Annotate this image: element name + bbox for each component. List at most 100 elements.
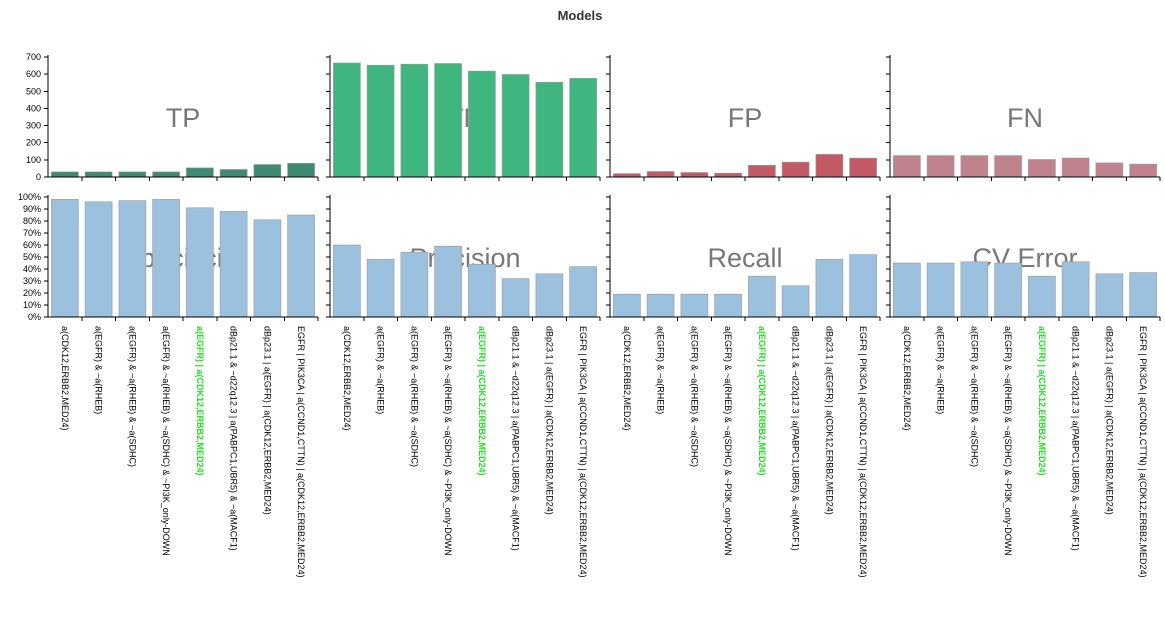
category-label-2-6: dBp21.1 & ~d22q12.3 | a(PABPC1,UBR5) & ~… — [511, 326, 521, 551]
bar-fp-8 — [850, 158, 877, 177]
bar-precision-8 — [570, 267, 597, 317]
y-tick-label-count-6: 600 — [26, 69, 41, 79]
y-tick-label-count-3: 300 — [26, 121, 41, 131]
category-label-1-3: a(EGFR) & ~a(RHEB) & ~a(SDHC) — [127, 326, 137, 467]
bar-tp-7 — [254, 165, 281, 178]
category-label-3-2: a(EGFR) & ~a(RHEB) — [656, 326, 666, 414]
y-tick-label-count-7: 700 — [26, 52, 41, 62]
y-tick-label-rate-4: 40% — [23, 264, 41, 274]
bar-specificity-3 — [119, 201, 146, 317]
bar-cv-error-1 — [893, 263, 920, 317]
y-tick-label-rate-1: 10% — [23, 300, 41, 310]
bar-fp-3 — [681, 173, 708, 178]
bar-tn-1 — [333, 63, 360, 177]
y-tick-label-count-2: 200 — [26, 138, 41, 148]
bar-recall-7 — [816, 259, 843, 317]
bar-tp-3 — [119, 172, 146, 177]
category-label-2-2: a(EGFR) & ~a(RHEB) — [376, 326, 386, 414]
bar-cv-error-7 — [1096, 274, 1123, 317]
bar-fn-7 — [1096, 163, 1123, 177]
bar-tp-8 — [288, 163, 315, 177]
bar-cv-error-3 — [961, 262, 988, 317]
category-label-4-7: dBp23.1 | a(EGFR) | a(CDK12,ERBB2,MED24) — [1104, 326, 1114, 515]
bar-tn-4 — [435, 64, 462, 178]
bar-cv-error-6 — [1062, 262, 1089, 317]
category-label-3-6: dBp21.1 & ~d22q12.3 | a(PABPC1,UBR5) & ~… — [791, 326, 801, 551]
bar-tn-5 — [468, 71, 495, 177]
category-label-3-1: a(CDK12,ERBB2,MED24) — [622, 326, 632, 431]
bar-specificity-8 — [288, 215, 315, 317]
category-label-4-3: a(EGFR) & ~a(RHEB) & ~a(SDHC) — [969, 326, 979, 467]
category-label-4-6: dBp21.1 & ~d22q12.3 | a(PABPC1,UBR5) & ~… — [1071, 326, 1081, 551]
bar-precision-6 — [502, 279, 529, 317]
category-label-1-1: a(CDK12,ERBB2,MED24) — [60, 326, 70, 431]
category-label-3-7: dBp23.1 | a(EGFR) | a(CDK12,ERBB2,MED24) — [824, 326, 834, 515]
bar-tp-1 — [51, 172, 78, 177]
bar-recall-4 — [715, 294, 742, 317]
bar-specificity-5 — [186, 208, 213, 317]
y-tick-label-count-4: 400 — [26, 103, 41, 113]
bar-fn-4 — [995, 156, 1022, 177]
panel-label-fp: FP — [728, 103, 763, 133]
category-label-1-5: a(EGFR) | a(CDK12,ERBB2,MED24) — [195, 326, 205, 476]
bar-recall-1 — [613, 294, 640, 317]
y-tick-label-rate-5: 50% — [23, 252, 41, 262]
bar-recall-3 — [681, 294, 708, 317]
y-tick-label-count-5: 500 — [26, 86, 41, 96]
category-label-1-8: EGFR | PIK3CA | a(CCND1,CTTN) | a(CDK12,… — [296, 326, 306, 578]
y-tick-label-rate-2: 20% — [23, 288, 41, 298]
category-label-1-7: dBp23.1 | a(EGFR) | a(CDK12,ERBB2,MED24) — [262, 326, 272, 515]
bar-precision-7 — [536, 274, 563, 317]
bar-recall-6 — [782, 286, 809, 317]
bar-specificity-2 — [85, 202, 112, 317]
y-tick-label-rate-10: 100% — [18, 192, 41, 202]
y-tick-label-count-1: 100 — [26, 155, 41, 165]
category-label-1-6: dBp21.1 & ~d22q12.3 | a(PABPC1,UBR5) & ~… — [229, 326, 239, 551]
bar-fn-6 — [1062, 158, 1089, 177]
bar-fp-2 — [647, 172, 674, 178]
panel-label-tp: TP — [166, 103, 201, 133]
bar-specificity-7 — [254, 220, 281, 317]
category-label-4-5: a(EGFR) | a(CDK12,ERBB2,MED24) — [1037, 326, 1047, 476]
bar-fp-6 — [782, 162, 809, 177]
panel-label-fn: FN — [1007, 103, 1043, 133]
bar-fp-7 — [816, 154, 843, 177]
y-tick-label-rate-3: 30% — [23, 276, 41, 286]
bar-precision-2 — [367, 259, 394, 317]
panel-label-recall: Recall — [707, 243, 782, 273]
bar-recall-8 — [850, 255, 877, 317]
category-label-4-8: EGFR | PIK3CA | a(CCND1,CTTN) | a(CDK12,… — [1138, 326, 1148, 578]
bar-precision-3 — [401, 252, 428, 317]
panel-label-cv-error: CV Error — [972, 243, 1077, 273]
y-tick-label-rate-0: 0% — [28, 312, 41, 322]
bar-cv-error-8 — [1130, 273, 1157, 317]
bar-tn-2 — [367, 65, 394, 177]
bar-tn-3 — [401, 64, 428, 177]
bar-precision-5 — [468, 264, 495, 317]
bar-tn-8 — [570, 78, 597, 177]
bar-fp-5 — [748, 165, 775, 177]
bar-tp-6 — [220, 170, 247, 178]
bar-cv-error-5 — [1028, 276, 1055, 317]
bar-tn-7 — [536, 82, 563, 177]
category-label-3-3: a(EGFR) & ~a(RHEB) & ~a(SDHC) — [689, 326, 699, 467]
category-label-3-4: a(EGFR) & ~a(RHEB) & ~a(SDHC) & ~PI3K_on… — [723, 326, 733, 556]
bar-tp-2 — [85, 172, 112, 177]
bar-specificity-4 — [153, 199, 180, 317]
category-label-4-4: a(EGFR) & ~a(RHEB) & ~a(SDHC) & ~PI3K_on… — [1003, 326, 1013, 556]
category-label-1-4: a(EGFR) & ~a(RHEB) & ~a(SDHC) & ~PI3K_on… — [161, 326, 171, 556]
bar-fn-5 — [1028, 160, 1055, 178]
category-label-3-5: a(EGFR) | a(CDK12,ERBB2,MED24) — [757, 326, 767, 476]
y-tick-label-count-0: 0 — [36, 172, 41, 182]
bar-specificity-1 — [51, 199, 78, 317]
y-tick-label-rate-7: 70% — [23, 228, 41, 238]
bar-recall-2 — [647, 294, 674, 317]
category-label-2-8: EGFR | PIK3CA | a(CCND1,CTTN) | a(CDK12,… — [578, 326, 588, 578]
bar-tp-5 — [186, 168, 213, 177]
category-label-2-3: a(EGFR) & ~a(RHEB) & ~a(SDHC) — [409, 326, 419, 467]
bar-fn-1 — [893, 156, 920, 177]
bar-recall-5 — [748, 276, 775, 317]
bar-fn-2 — [927, 156, 954, 177]
category-label-3-8: EGFR | PIK3CA | a(CCND1,CTTN) | a(CDK12,… — [858, 326, 868, 578]
